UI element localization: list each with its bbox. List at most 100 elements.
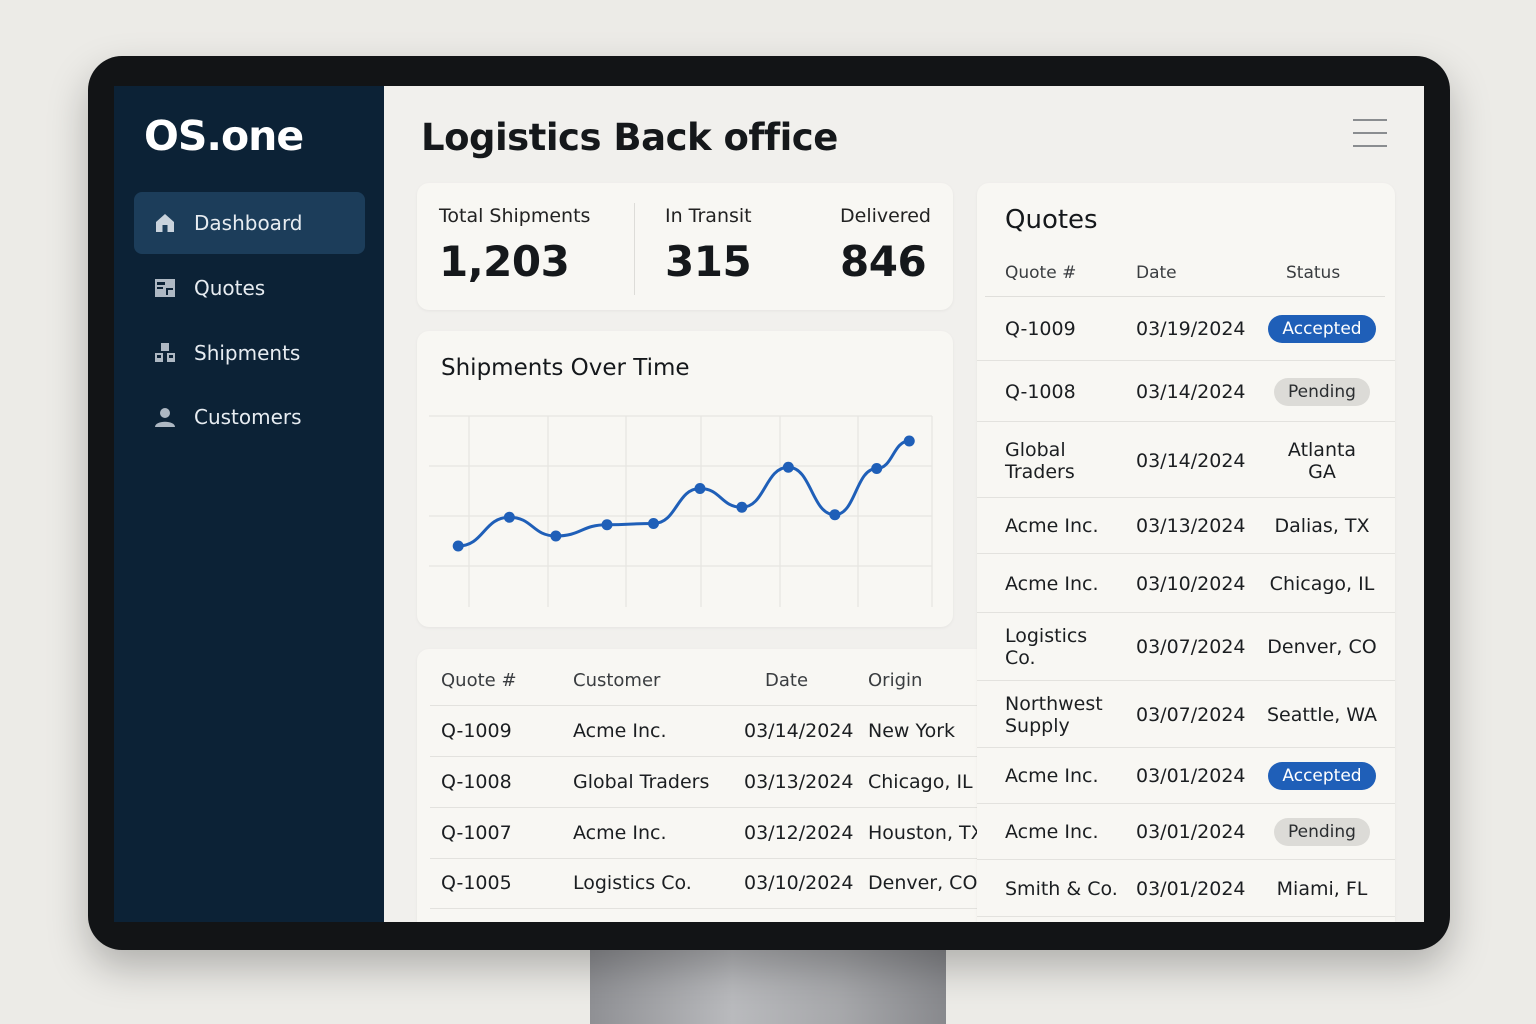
stat-value: 1,203	[439, 237, 570, 286]
table-header-row: Quote # Customer Date Origin	[430, 655, 977, 706]
quote-status-cell: Atlanta GA	[1257, 424, 1387, 497]
series-line	[458, 439, 910, 548]
location-text: Seattle, WA	[1266, 703, 1378, 726]
table-row[interactable]: Q-1007 Acme Inc. 03/12/2024 Houston, TX	[430, 808, 977, 859]
table-cell: New York	[868, 720, 956, 742]
location-text: Miami, FL	[1276, 877, 1368, 900]
sidebar: OS.one Dashboard Quotes Shipments Custom…	[114, 86, 384, 922]
quote-date-cell: 03/01/2024	[1136, 821, 1246, 843]
main-content: Logistics Back office Total Shipments 1,…	[384, 86, 1424, 922]
quote-date-cell: 03/01/2024	[1136, 877, 1246, 900]
table-cell: 03/13/2024	[744, 771, 854, 793]
list-item[interactable]: Logistics Co. 03/07/2024 Denver, CO	[977, 614, 1395, 681]
column-header: Quote #	[441, 669, 517, 691]
location-text: Chicago, IL	[1269, 572, 1375, 595]
quote-date-cell: 03/10/2024	[1136, 572, 1246, 595]
stat-label: Total Shipments	[439, 205, 591, 227]
data-point[interactable]	[601, 519, 613, 531]
quote-status-cell: Seattle, WA	[1257, 682, 1387, 747]
sidebar-item-label: Dashboard	[194, 211, 303, 235]
location-text: Dalias, TX	[1274, 515, 1370, 537]
quote-customer-cell: Logistics Co.	[1005, 625, 1088, 669]
status-badge: Pending	[1274, 377, 1370, 406]
quote-status-cell: Dalias, TX	[1257, 499, 1387, 553]
location-text: Atlanta GA	[1287, 438, 1357, 483]
table-cell: Q-1009	[441, 720, 512, 742]
status-badge: Pending	[1274, 818, 1370, 846]
sidebar-item-dashboard[interactable]: Dashboard	[134, 192, 365, 254]
quotes-table: Quote # Customer Date Origin Q-1009 Acme Inc.…	[417, 649, 977, 922]
data-point[interactable]	[903, 435, 915, 447]
shipments-chart-card: Shipments Over Time	[417, 331, 953, 627]
quotes-panel: Quotes Quote # Date Status Q-1009 03/19/2…	[977, 183, 1395, 922]
home-icon	[152, 210, 178, 236]
column-header: Status	[1286, 263, 1341, 283]
data-point[interactable]	[452, 540, 464, 552]
table-cell: Acme Inc.	[573, 822, 667, 844]
quote-date-cell: 03/13/2024	[1136, 515, 1246, 537]
list-item[interactable]: Q-1009 03/19/2024 Accepted	[977, 297, 1395, 361]
data-point[interactable]	[694, 483, 706, 494]
quote-status-cell: Pending	[1257, 805, 1387, 859]
status-badge: Accepted	[1268, 762, 1376, 790]
quote-customer-cell: Q-1009	[1005, 317, 1076, 340]
data-point[interactable]	[871, 463, 883, 474]
table-row[interactable]: Q-1008 Global Traders 03/13/2024 Chicago, I…	[430, 757, 977, 808]
quotes-panel-header: Quote # Date Status	[985, 250, 1385, 297]
quote-status-cell: Denver, CO	[1257, 614, 1387, 680]
data-point[interactable]	[782, 461, 794, 473]
stat-value: 846	[840, 237, 927, 286]
data-point[interactable]	[736, 501, 748, 513]
quote-status-cell: Accepted	[1257, 297, 1387, 360]
list-item[interactable]: Q-1008 03/14/2024 Pending	[977, 362, 1395, 422]
stat-label: Delivered	[840, 205, 931, 227]
table-row[interactable]: Q-1005 Logistics Co. 03/10/2024 Denver, CO	[430, 858, 977, 909]
table-cell: Denver, CO	[868, 872, 977, 894]
location-text: Denver, CO	[1267, 636, 1377, 658]
sidebar-item-label: Quotes	[194, 276, 266, 300]
quote-date-cell: 03/19/2024	[1136, 317, 1246, 340]
list-item[interactable]: Acme Inc. 03/01/2024 Pending	[977, 805, 1395, 860]
list-item[interactable]: Northwest Supply 03/07/2024 Seattle, WA	[977, 682, 1395, 748]
hamburger-menu-icon[interactable]	[1353, 119, 1387, 147]
stat-total-shipments: Total Shipments 1,203	[439, 205, 590, 286]
quote-customer-cell: Acme Inc.	[1005, 821, 1099, 843]
quote-customer-cell: Global Traders	[1005, 438, 1075, 483]
column-header: Date	[1136, 263, 1177, 283]
quote-customer-cell: Q-1008	[1005, 380, 1076, 403]
table-cell: Chicago, IL	[868, 771, 973, 793]
list-item[interactable]: Global Traders 03/14/2024 Atlanta GA	[977, 424, 1395, 498]
sidebar-item-label: Customers	[194, 405, 302, 429]
list-item[interactable]: Acme Inc. 03/01/2024 Accepted	[977, 749, 1395, 804]
quotes-icon	[152, 275, 178, 301]
quote-date-cell: 03/07/2024	[1136, 636, 1246, 658]
column-header: Date	[765, 669, 809, 691]
quote-status-cell: Pending	[1257, 362, 1387, 421]
quote-customer-cell: Smith & Co.	[1005, 877, 1118, 900]
column-header: Origin	[868, 669, 923, 691]
table-cell: Global Traders	[573, 771, 710, 793]
quote-date-cell: 03/01/2024	[1136, 765, 1246, 787]
data-point[interactable]	[648, 518, 659, 529]
sidebar-item-quotes[interactable]: Quotes	[134, 257, 365, 319]
table-cell: Q-1005	[441, 872, 512, 894]
quote-date-cell: 03/14/2024	[1136, 449, 1246, 472]
stat-label: In Transit	[665, 205, 752, 227]
table-cell: 03/12/2024	[744, 822, 854, 844]
stat-value: 315	[665, 237, 752, 286]
quote-status-cell: Accepted	[1257, 749, 1387, 803]
list-item[interactable]: Acme Inc. 03/13/2024 Dalias, TX	[977, 499, 1395, 554]
data-point[interactable]	[829, 509, 841, 521]
quote-customer-cell: Acme Inc.	[1005, 572, 1099, 595]
list-item[interactable]: Acme Inc. 03/10/2024 Chicago, IL	[977, 555, 1395, 613]
sidebar-item-customers[interactable]: Customers	[134, 386, 365, 448]
data-point[interactable]	[503, 511, 515, 523]
table-row[interactable]: Q-1009 Acme Inc. 03/14/2024 New York	[430, 706, 977, 757]
shipments-line-chart	[429, 415, 933, 607]
quote-date-cell: 03/14/2024	[1136, 380, 1246, 403]
divider	[634, 203, 635, 295]
table-cell: Q-1008	[441, 771, 512, 793]
data-point[interactable]	[550, 530, 562, 542]
list-item[interactable]: Smith & Co. 03/01/2024 Miami, FL	[977, 861, 1395, 917]
sidebar-item-shipments[interactable]: Shipments	[134, 322, 365, 384]
